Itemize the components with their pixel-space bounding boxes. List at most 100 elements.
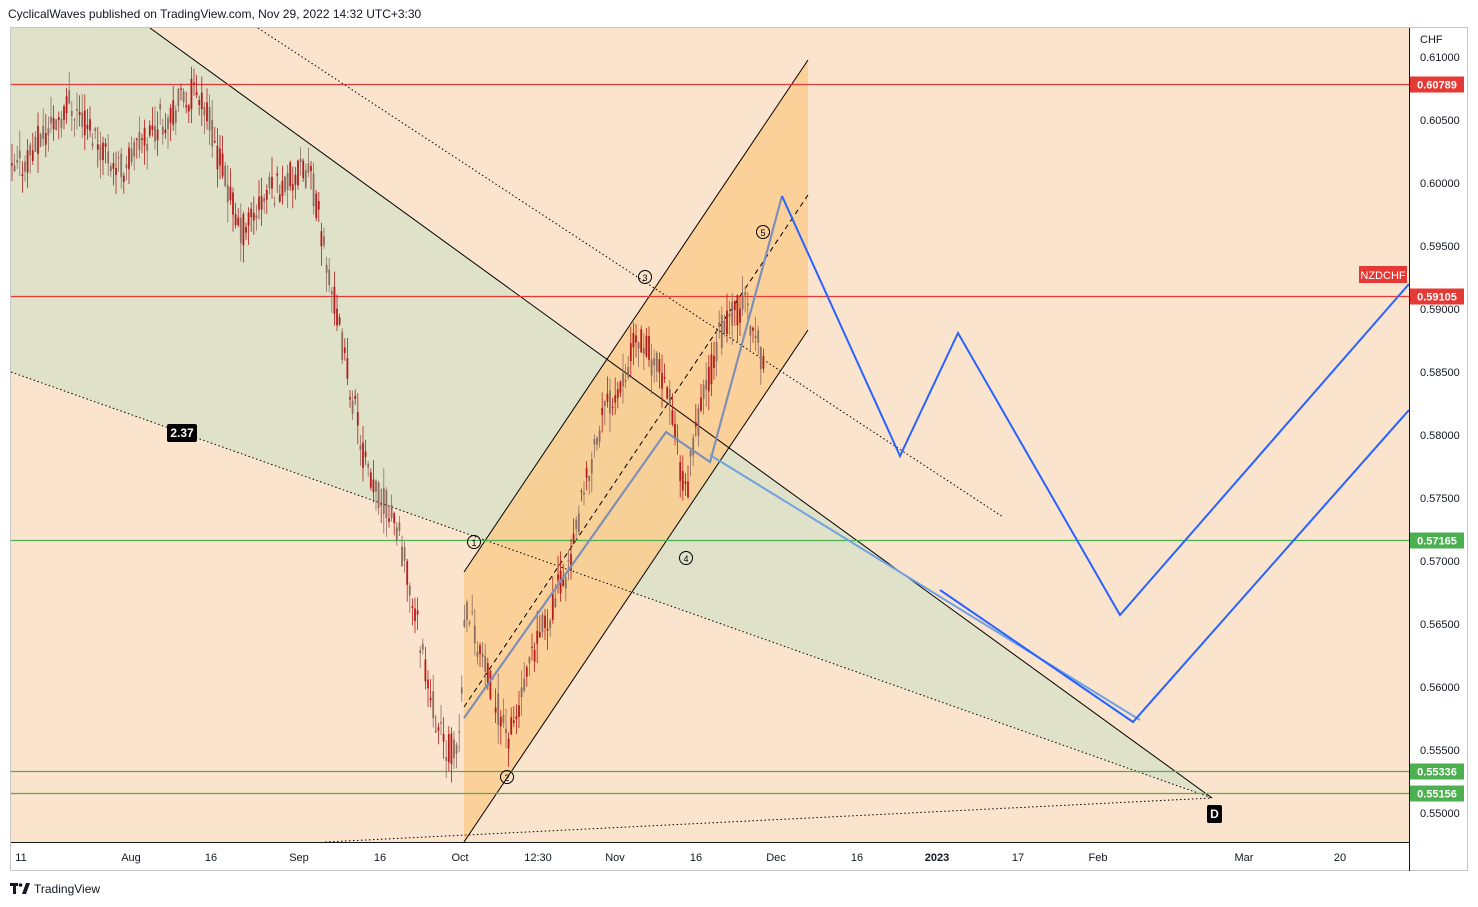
candle-body (671, 410, 674, 425)
candle-body (343, 347, 346, 354)
candle-body (697, 408, 700, 436)
candle-body (538, 631, 541, 638)
candle-body (715, 342, 718, 362)
candle-body (414, 608, 416, 622)
candle-body (713, 355, 715, 369)
elliott-wave-path[interactable] (463, 195, 784, 719)
candle-body (219, 148, 221, 166)
candle-body (679, 462, 682, 482)
candle-body (718, 322, 721, 327)
symbol-tag[interactable]: NZDCHF (1359, 266, 1407, 283)
level-tag-4[interactable]: 0.55156 (1410, 785, 1464, 802)
candle-body (681, 470, 684, 491)
time-axis[interactable]: 11 Aug 16 Sep 16 Oct 12:30 Nov 16 Dec 16 2023 17 Feb M… (15, 852, 1346, 864)
candle-body (536, 630, 539, 644)
price-axis[interactable]: 0.61000 0.60500 0.60000 0.59500 0.59000 0.585… (1420, 52, 1460, 820)
candle-body (68, 90, 71, 104)
candle-body (232, 192, 234, 215)
candle-body (263, 198, 266, 202)
candle-body (291, 184, 294, 191)
candle-body (622, 373, 624, 387)
level-tag-0[interactable]: 0.60789 (1410, 76, 1464, 93)
candle-body (567, 560, 570, 562)
candle-body (203, 107, 206, 116)
candle-body (609, 390, 611, 414)
level-tag-text-0: 0.60789 (1417, 80, 1457, 92)
x-tick-label: 12:30 (524, 852, 552, 864)
candle-body (146, 143, 149, 152)
candle-body (661, 372, 663, 389)
candle-body (614, 395, 617, 403)
candle-body (411, 606, 414, 609)
candle-body (115, 168, 117, 175)
candle-body (447, 734, 450, 763)
wedge-upper-line[interactable] (149, 28, 1213, 799)
candle-body (546, 628, 549, 631)
channel-midline[interactable] (463, 194, 809, 708)
wave-4-extension-line[interactable] (709, 454, 1141, 721)
level-tag-3[interactable]: 0.55336 (1410, 763, 1464, 780)
candle-body (523, 678, 526, 691)
candle-body (167, 117, 169, 129)
candle-body (138, 131, 141, 151)
candle-body (341, 331, 344, 361)
projection-path-1[interactable] (781, 195, 1409, 617)
candle-body (143, 127, 146, 146)
candle-body (375, 480, 377, 492)
footer-brand[interactable]: TradingView (34, 882, 101, 896)
y-tick-label: 0.55000 (1420, 808, 1460, 820)
candle-body (99, 144, 102, 161)
channel-upper-line[interactable] (463, 59, 809, 573)
top-dotted-trendline[interactable] (257, 28, 1004, 518)
candle-body (180, 88, 182, 91)
channel-lower-line[interactable] (463, 329, 809, 842)
ratio-badge[interactable]: 2.37 (167, 424, 197, 442)
candle-body (187, 105, 190, 112)
candle-body (78, 111, 81, 116)
x-tick-label: 16 (205, 852, 217, 864)
candle-body (362, 442, 364, 468)
projection-path-2[interactable] (939, 409, 1409, 724)
level-tag-2[interactable]: 0.57165 (1410, 532, 1464, 549)
candle-body (346, 357, 349, 379)
wedge-lower-dotted-line[interactable] (11, 371, 1213, 799)
candle-body (700, 397, 702, 411)
x-tick-label: 16 (374, 852, 386, 864)
candle-body (684, 481, 687, 484)
candle-body (354, 395, 357, 400)
candle-body (434, 731, 437, 733)
candle-body (648, 336, 650, 360)
candle-body (16, 159, 19, 163)
candle-body (580, 491, 583, 493)
candle-body (406, 561, 409, 585)
candle-body (388, 518, 390, 522)
candle-body (174, 109, 177, 123)
bottom-dotted-trendline[interactable] (324, 797, 1213, 842)
candle-body (590, 458, 593, 474)
candle-body (746, 303, 749, 306)
wave-label-4: 4 (679, 551, 693, 565)
candle-body (154, 126, 156, 142)
candle-body (601, 407, 604, 416)
candle-body (224, 165, 227, 187)
candle-body (208, 107, 211, 131)
candle-body (499, 716, 502, 727)
candle-body (463, 619, 466, 627)
pattern-point-d-badge[interactable]: D (1207, 805, 1222, 823)
candle-body (429, 697, 432, 701)
svg-text:2: 2 (504, 773, 509, 783)
candle-body (330, 291, 333, 295)
candle-body (24, 161, 26, 172)
candle-body (528, 657, 531, 664)
svg-text:2.37: 2.37 (170, 426, 194, 440)
candle-body (757, 330, 760, 343)
candle-body (432, 691, 435, 719)
level-tag-1[interactable]: 0.59105 (1410, 288, 1464, 305)
x-tick-label: 17 (1012, 852, 1024, 864)
candle-body (476, 652, 479, 657)
candle-body (723, 320, 726, 333)
level-tag-text-1: 0.59105 (1417, 292, 1457, 304)
candle-body (323, 236, 325, 246)
candle-body (60, 118, 63, 128)
